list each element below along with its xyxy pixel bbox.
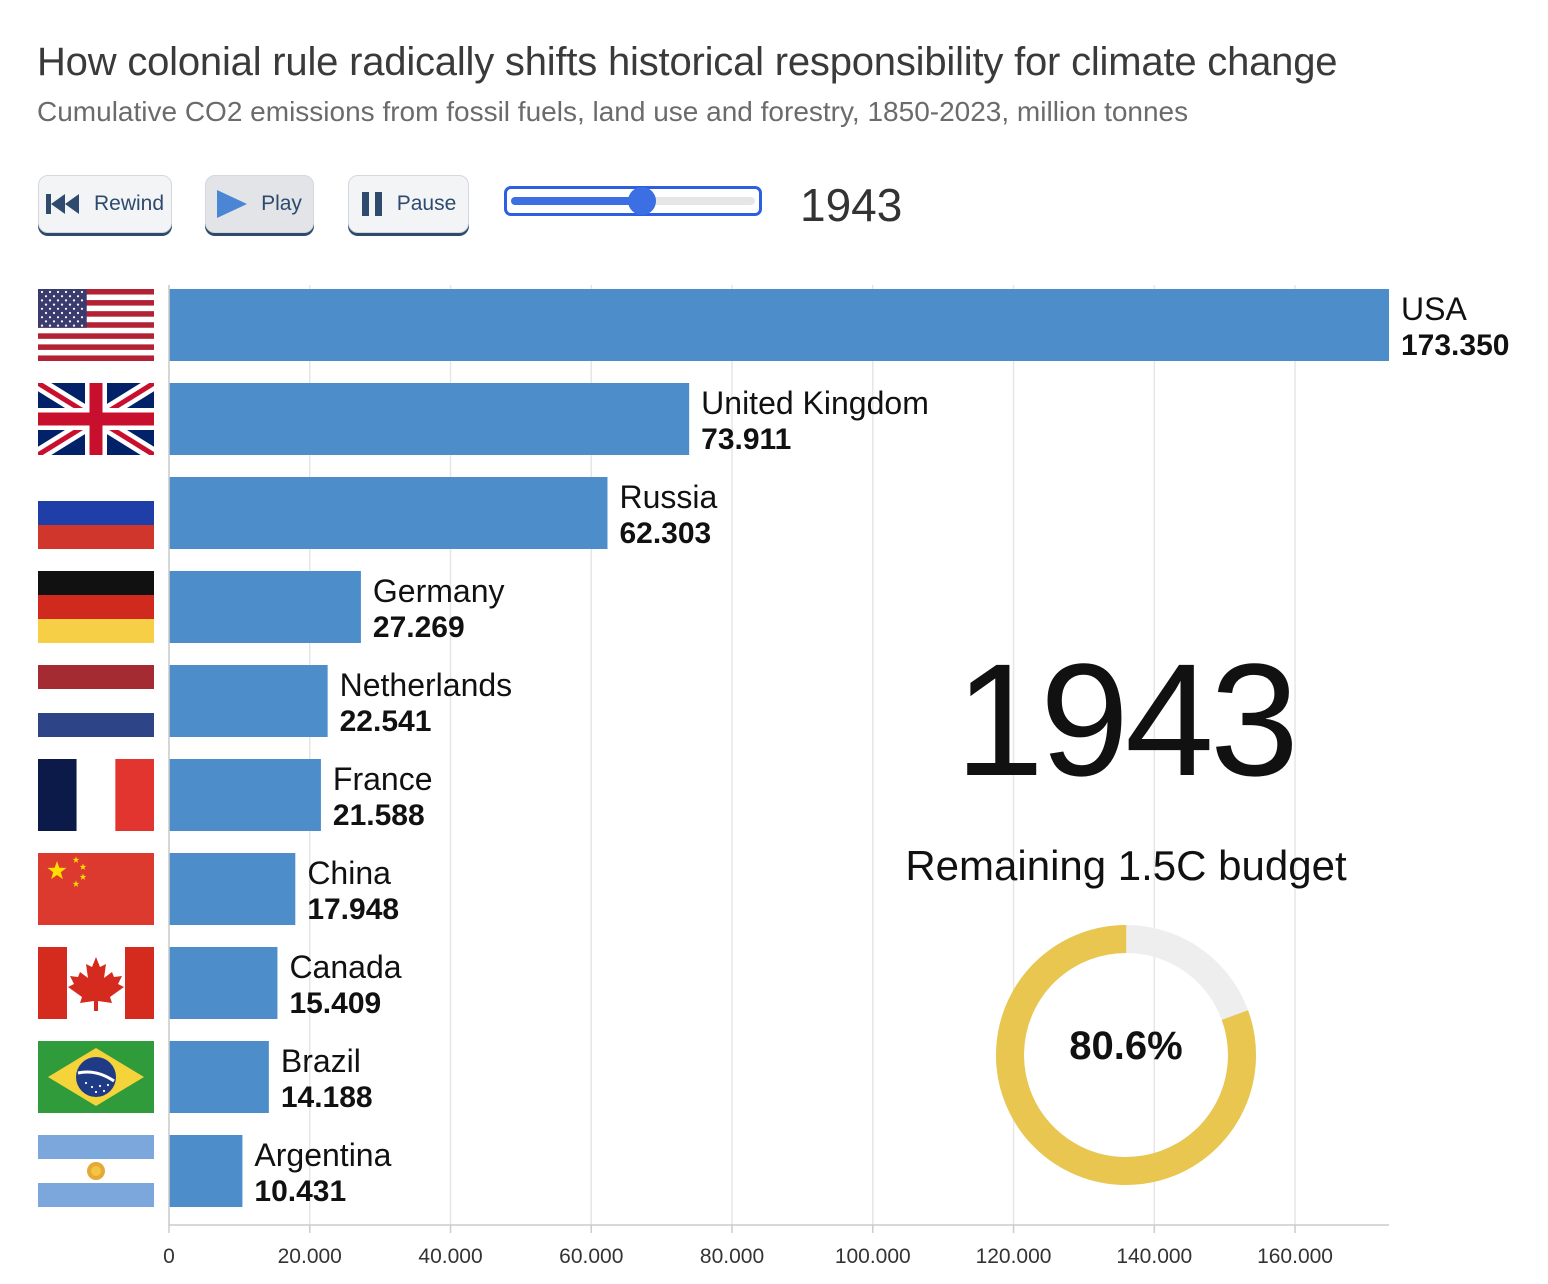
- bar-label-name: Netherlands: [340, 667, 513, 703]
- bar-label-name: Russia: [619, 479, 717, 515]
- bar-label-name: Argentina: [254, 1137, 391, 1173]
- bar-label-value: 21.588: [333, 799, 425, 832]
- rewind-label: Rewind: [93, 192, 165, 215]
- us-flag-icon: [38, 289, 154, 361]
- russia-flag-icon: [38, 477, 154, 549]
- x-axis: 0 20.000 40.000 60.000 80.000 100.000 120.000 1…: [163, 285, 1389, 1268]
- bar-label-name: France: [333, 761, 433, 797]
- budget-percent: 80.6%: [1069, 1024, 1183, 1068]
- bar-label-value: 14.188: [281, 1081, 373, 1114]
- chart-title: How colonial rule radically shifts histo…: [37, 40, 1338, 84]
- uk-flag-icon: [38, 383, 154, 455]
- chart-subtitle: Cumulative CO2 emissions from fossil fue…: [37, 96, 1189, 127]
- bar-label-value: 173.350: [1401, 329, 1509, 362]
- play-button[interactable]: Play: [205, 175, 314, 233]
- bar-label-value: 22.541: [340, 705, 432, 738]
- x-tick-label: 100.000: [835, 1245, 911, 1268]
- bar: [169, 571, 361, 643]
- netherlands-flag-icon: [38, 665, 154, 737]
- china-flag-icon: [38, 853, 154, 925]
- bar: [169, 1041, 269, 1113]
- germany-flag-icon: [38, 571, 154, 643]
- france-flag-icon: [38, 759, 154, 831]
- year-display: 1943: [800, 179, 903, 231]
- donut-arc: [996, 925, 1256, 1185]
- flags: [38, 289, 154, 1207]
- x-tick-label: 80.000: [700, 1245, 764, 1268]
- budget-label: Remaining 1.5C budget: [905, 842, 1347, 889]
- x-tick-label: 20.000: [278, 1245, 342, 1268]
- x-tick-label: 60.000: [559, 1245, 623, 1268]
- bar-label-value: 15.409: [289, 987, 381, 1020]
- bar-label-name: Brazil: [281, 1043, 361, 1079]
- bar-label-name: Germany: [373, 573, 505, 609]
- bar: [169, 853, 296, 925]
- bar-label-name: China: [307, 855, 391, 891]
- bar-label-value: 73.911: [701, 423, 791, 456]
- year-slider[interactable]: [504, 186, 762, 216]
- x-tick-label: 40.000: [418, 1245, 482, 1268]
- bar-label-value: 10.431: [254, 1175, 346, 1208]
- canada-flag-icon: [38, 947, 154, 1019]
- bar-label-name: USA: [1401, 291, 1467, 327]
- x-tick-label: 120.000: [976, 1245, 1052, 1268]
- bar-label-name: United Kingdom: [701, 385, 929, 421]
- bar: [169, 289, 1389, 361]
- big-year-label: 1943: [955, 630, 1299, 809]
- pause-label: Pause: [396, 192, 457, 215]
- bar: [169, 759, 321, 831]
- bar-label-value: 62.303: [619, 517, 711, 550]
- bar: [169, 665, 328, 737]
- rewind-button[interactable]: Rewind: [38, 175, 172, 233]
- bar: [169, 1135, 243, 1207]
- rewind-icon: [45, 193, 80, 215]
- slider-fill: [511, 197, 643, 205]
- slider-thumb[interactable]: [628, 187, 657, 215]
- bar-label-value: 17.948: [307, 893, 399, 926]
- bar: [169, 947, 278, 1019]
- budget-donut: [996, 925, 1256, 1185]
- pause-button[interactable]: Pause: [348, 175, 469, 233]
- bar: [169, 477, 608, 549]
- slider-rest: [638, 197, 755, 205]
- argentina-flag-icon: [38, 1135, 154, 1207]
- play-label: Play: [261, 192, 302, 215]
- x-tick-label: 140.000: [1116, 1245, 1192, 1268]
- play-icon: [217, 190, 248, 218]
- brazil-flag-icon: [38, 1041, 154, 1113]
- x-tick-label: 0: [163, 1245, 175, 1268]
- x-tick-label: 160.000: [1257, 1245, 1333, 1268]
- bar-label-value: 27.269: [373, 611, 465, 644]
- bar-label-name: Canada: [289, 949, 401, 985]
- bar: [169, 383, 690, 455]
- pause-icon: [361, 192, 383, 216]
- bars: [169, 289, 1389, 1207]
